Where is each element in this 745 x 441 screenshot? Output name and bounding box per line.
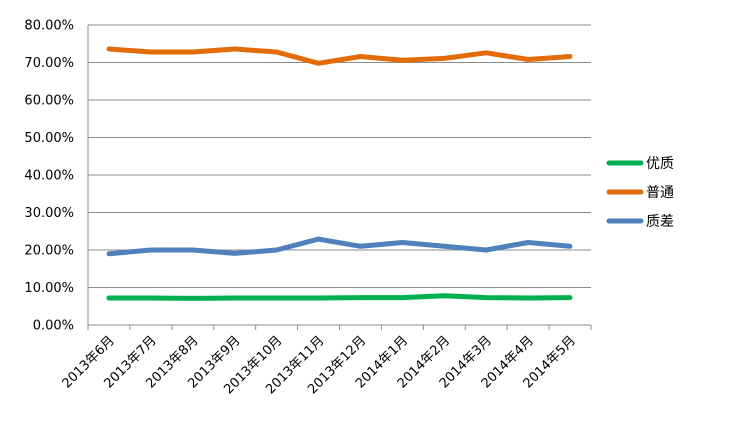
x-axis: 2013年6月2013年7月2013年8月2013年9月2013年10月2013…	[60, 324, 592, 397]
legend-label: 普通	[646, 185, 674, 201]
y-axis: 0.00% 10.00% 20.00% 30.00% 40.00% 50.00% 60.00…	[24, 19, 89, 334]
y-tick-label: 70.00%	[24, 56, 74, 71]
y-tick-label: 10.00%	[24, 281, 74, 296]
series-line-2	[106, 236, 573, 257]
series-line-1	[106, 46, 573, 66]
y-tick-label: 80.00%	[24, 19, 74, 34]
y-tick-label: 50.00%	[24, 131, 74, 146]
legend-label: 质差	[646, 214, 674, 230]
y-tick-label: 30.00%	[24, 206, 74, 221]
y-tick-label: 0.00%	[33, 319, 74, 334]
series-lines	[106, 46, 573, 301]
legend-label: 优质	[646, 156, 674, 172]
y-tick-label: 40.00%	[24, 169, 74, 184]
y-tick-label: 60.00%	[24, 94, 74, 109]
gridlines	[88, 24, 591, 326]
y-tick-label: 20.00%	[24, 244, 74, 259]
series-line-0	[106, 293, 573, 301]
